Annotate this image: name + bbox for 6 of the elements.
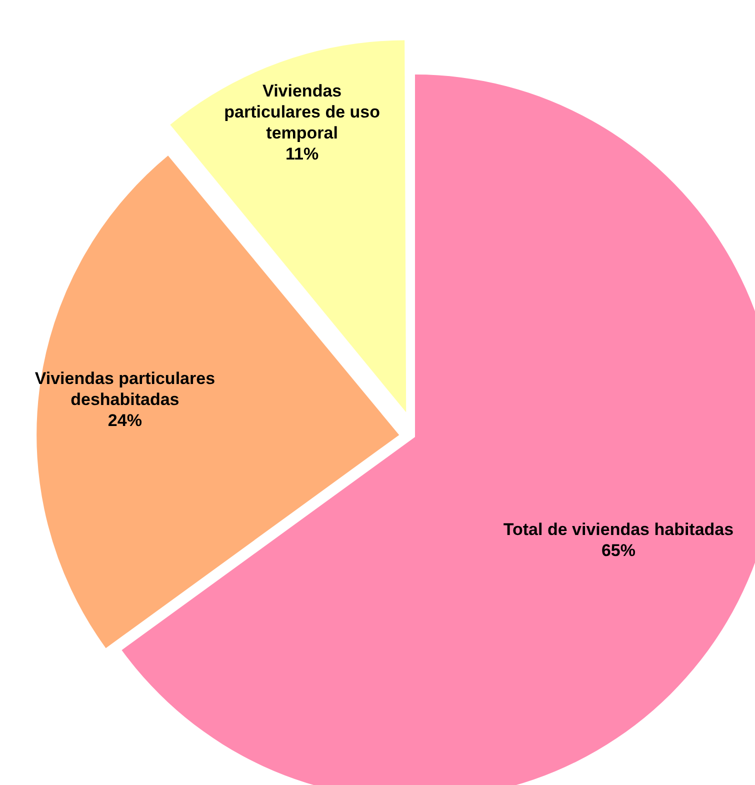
data-label: 11% — [286, 144, 319, 164]
slice-label: Total de viviendas habitadas — [503, 520, 734, 539]
data-label: 65% — [601, 540, 636, 560]
data-label: 24% — [108, 411, 142, 430]
slice-label: Viviendas particulares de uso temporal — [224, 82, 380, 143]
slice-label: Viviendas particulares deshabitadas — [34, 369, 216, 410]
